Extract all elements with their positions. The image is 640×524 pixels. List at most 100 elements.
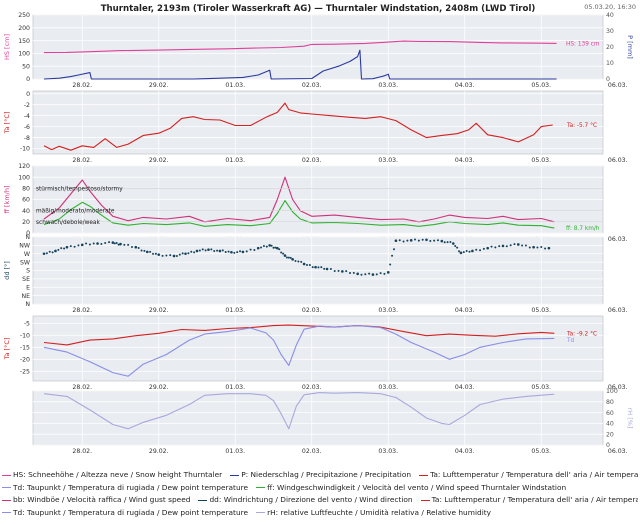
dd-point <box>45 252 48 255</box>
dd-point <box>253 249 256 252</box>
y-tick-label: S <box>26 268 30 275</box>
y-tick-label: -8 <box>24 135 30 142</box>
dd-point <box>262 245 265 248</box>
dd-point <box>462 251 465 254</box>
dd-point <box>429 240 432 243</box>
dd-point <box>417 239 420 242</box>
legend-item: bb: Windböe / Velocità raffica / Wind gu… <box>2 494 190 507</box>
dd-point <box>392 248 395 251</box>
x-tick-label: 03.03. <box>378 157 398 164</box>
dd-point <box>42 252 46 256</box>
dd-point <box>276 246 279 250</box>
dd-point <box>145 250 149 254</box>
legend-item: Ta: Lufttemperatur / Temperatura dell' a… <box>420 494 638 507</box>
y-tick-label: 20 <box>22 219 30 226</box>
x-tick-label: 02.03. <box>302 384 322 391</box>
x-tick-label: 06.03. <box>608 384 628 391</box>
series-line-ff <box>43 200 555 229</box>
dd-point <box>213 250 216 253</box>
y-tick-label: W <box>24 251 30 258</box>
dd-point <box>379 272 382 275</box>
legend-label: bb: Windböe / Velocità raffica / Wind gu… <box>13 495 191 504</box>
dd-point <box>305 263 308 266</box>
y-axis-label: HS [cm] <box>3 34 11 60</box>
legend: HS: Schneehöhe / Altezza neve / Snow hei… <box>2 469 638 519</box>
dd-point <box>161 254 164 257</box>
dd-point <box>201 248 204 251</box>
annotation: schwach/debole/weak <box>36 220 100 226</box>
dd-point <box>291 258 294 261</box>
dd-point <box>127 243 130 246</box>
y-tick-label-right: 40 <box>606 421 614 428</box>
y-axis-label-right: rH [%] <box>626 408 634 429</box>
y-tick-label: 60 <box>22 197 30 204</box>
dd-point <box>517 243 520 246</box>
legend-swatch <box>419 474 429 476</box>
dd-point <box>300 260 303 263</box>
y-tick-label: 200 <box>18 25 30 32</box>
dd-point <box>329 268 332 271</box>
dd-point <box>547 246 551 250</box>
y-tick-label: 40 <box>22 208 30 215</box>
series-line-hs <box>43 40 557 54</box>
dd-point <box>371 273 375 276</box>
x-tick-label: 05.03. <box>531 384 551 391</box>
x-tick-label: 01.03. <box>225 82 245 89</box>
x-tick-label: 06.03. <box>608 157 628 164</box>
legend-item: rH: relative Luftfeuchte / Umidità relat… <box>256 507 491 520</box>
legend-item: dd: Windrichtung / Direzione del vento /… <box>198 494 413 507</box>
y-axis-label: dd [°] <box>3 261 11 280</box>
dd-point <box>134 245 138 249</box>
dd-point <box>337 269 340 272</box>
dd-point <box>333 269 336 272</box>
dd-point <box>285 256 288 259</box>
dd-point <box>119 242 122 246</box>
dd-point <box>524 244 527 247</box>
y-tick-label: -10 <box>20 332 30 339</box>
dd-point <box>386 271 390 274</box>
annotation: Ta: -9.2 °C <box>566 331 597 337</box>
dd-point <box>149 250 152 253</box>
series-line-ta <box>43 324 555 346</box>
x-tick-label: 03.03. <box>378 307 398 314</box>
x-tick-label: 04.03. <box>455 157 475 164</box>
dd-point <box>96 242 99 245</box>
y-axis-label-right: P [mm] <box>626 35 634 59</box>
x-tick-label: 01.03. <box>225 157 245 164</box>
dd-point <box>73 245 76 248</box>
legend-row: Td: Taupunkt / Temperatura di rugiada / … <box>2 482 638 495</box>
x-tick-label: 29.02. <box>149 384 169 391</box>
y-tick-label: SW <box>20 259 30 266</box>
x-tick-label: 03.03. <box>378 448 398 455</box>
legend-item: Td: Taupunkt / Temperatura di rugiada / … <box>2 507 248 520</box>
x-tick-label: 04.03. <box>455 448 475 455</box>
y-tick-label: 120 <box>18 163 30 170</box>
dd-point <box>425 238 428 242</box>
dd-point <box>302 262 306 266</box>
dd-point <box>104 242 107 245</box>
legend-label: Td: Taupunkt / Temperatura di rugiada / … <box>13 482 249 492</box>
x-tick-label: 04.03. <box>455 307 475 314</box>
dd-point <box>311 266 314 269</box>
dd-point <box>458 250 461 253</box>
dd-point <box>249 248 252 251</box>
dd-point <box>280 251 283 254</box>
y-tick-label: N <box>25 301 30 308</box>
legend-swatch <box>256 512 266 513</box>
dd-point <box>360 273 363 276</box>
dd-point <box>294 260 297 263</box>
dd-point <box>345 270 348 273</box>
dd-point <box>528 246 531 249</box>
legend-swatch <box>2 487 11 488</box>
dd-point <box>80 243 84 247</box>
y-tick-label-right: 80 <box>606 399 614 406</box>
dd-point <box>398 239 401 242</box>
y-tick-label: NW <box>19 243 30 250</box>
x-tick-label: 05.03. <box>531 82 551 89</box>
dd-point <box>505 245 508 248</box>
dd-point <box>108 241 111 244</box>
y-tick-label: 80 <box>22 186 30 193</box>
x-tick-label: 02.03. <box>302 307 322 314</box>
dd-point <box>282 252 285 255</box>
